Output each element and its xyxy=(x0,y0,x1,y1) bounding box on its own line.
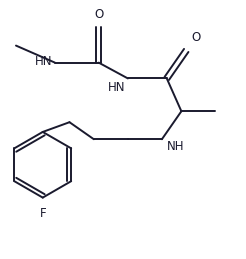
Text: HN: HN xyxy=(108,81,125,94)
Text: NH: NH xyxy=(167,140,184,153)
Text: F: F xyxy=(39,207,46,220)
Text: HN: HN xyxy=(35,55,52,68)
Text: O: O xyxy=(94,8,103,21)
Text: O: O xyxy=(191,31,200,44)
